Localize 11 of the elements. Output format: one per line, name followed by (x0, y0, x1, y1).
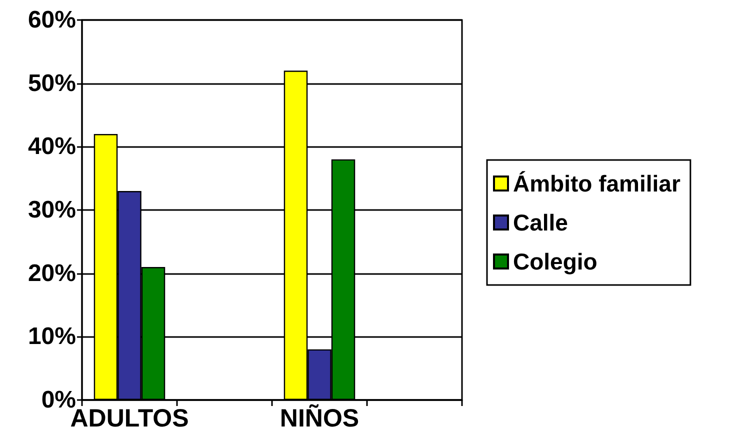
x-tick-label: NIÑOS (280, 404, 360, 432)
legend-label: Ámbito familiar (513, 170, 680, 196)
y-tick-label: 0% (41, 386, 76, 414)
legend-label: Colegio (513, 248, 598, 274)
y-tick-label: 50% (28, 70, 76, 97)
y-tick-label: 60% (28, 6, 76, 34)
y-tick-label: 40% (28, 133, 76, 160)
y-tick-label: 10% (28, 323, 76, 350)
y-tick-label: 30% (28, 196, 76, 224)
y-tick-label: 20% (28, 260, 76, 287)
legend-label: Calle (513, 210, 568, 236)
